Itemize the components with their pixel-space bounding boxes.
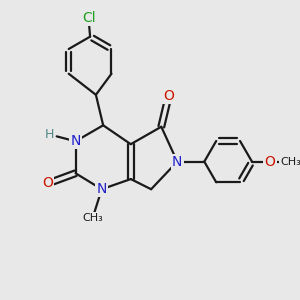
Text: N: N (97, 182, 107, 196)
Text: Cl: Cl (82, 11, 95, 25)
Text: O: O (43, 176, 53, 190)
Text: H: H (45, 128, 54, 140)
Text: N: N (172, 154, 182, 169)
Text: CH₃: CH₃ (280, 157, 300, 166)
Text: O: O (163, 89, 174, 103)
Text: O: O (265, 154, 275, 169)
Text: N: N (70, 134, 81, 148)
Text: CH₃: CH₃ (82, 213, 103, 223)
